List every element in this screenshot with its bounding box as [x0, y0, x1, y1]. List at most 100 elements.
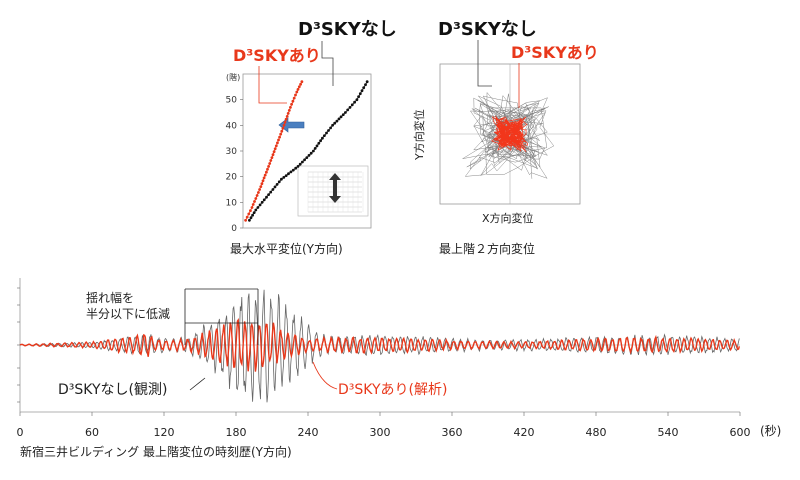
max-disp-point [260, 182, 264, 186]
max-displacement-chart: 0 10 20 30 40 50 (階) D³SKYなし D³SKYあり 最大水平変位(Y… [226, 19, 397, 256]
max-disp-point [333, 121, 337, 125]
max-disp-point [362, 86, 366, 90]
max-disp-point [255, 194, 259, 197]
max-disp-point [248, 218, 251, 222]
max-disp-point [267, 193, 270, 197]
max-disp-point [263, 173, 267, 177]
max-disp-point [303, 158, 306, 162]
max-disp-point [358, 92, 362, 96]
series-label-analysis: D³SKYあり(解析) [338, 382, 447, 398]
max-disp-point [331, 123, 334, 127]
max-disp-point [348, 106, 352, 109]
max-disp-point [266, 167, 269, 171]
max-disp-point [265, 195, 268, 199]
time-x-tick-label: 240 [298, 426, 319, 439]
max-disp-point [277, 138, 280, 142]
max-disp-point [341, 113, 345, 116]
max-disp-y-tick-label: 0 [231, 224, 237, 234]
max-disp-point [309, 151, 313, 155]
max-disp-point [274, 144, 278, 148]
orbit-leader-without [477, 40, 492, 87]
max-disp-legend-without: D³SKYなし [298, 19, 397, 40]
max-disp-point [323, 134, 326, 138]
max-disp-point [253, 200, 256, 203]
orbit-legend-with: D³SKYあり [511, 43, 599, 62]
max-disp-point [289, 106, 292, 109]
max-disp-point [317, 141, 321, 145]
max-disp-point [298, 162, 302, 166]
max-disp-point [291, 168, 295, 172]
max-disp-point [284, 174, 288, 178]
max-disp-point [287, 109, 291, 112]
max-disp-point [282, 176, 286, 179]
max-disp-y-tick-label: 20 [226, 173, 238, 183]
max-disp-point [355, 98, 359, 102]
time-history-chart: 0 60 120 180 240 300 360 420 480 540 600 揺れ幅を 半分以下… [17, 278, 781, 459]
max-disp-point [259, 185, 263, 189]
max-disp-point [269, 159, 273, 162]
max-disp-point [357, 95, 360, 99]
max-disp-point [296, 88, 300, 91]
max-disp-point [287, 172, 290, 176]
max-disp-point [365, 80, 369, 84]
max-disp-point [283, 120, 287, 124]
max-disp-point [262, 198, 266, 202]
max-disp-y-tick-label: 10 [226, 198, 238, 208]
max-disp-point [315, 144, 319, 148]
max-disp-point [257, 191, 260, 194]
max-disp-point [271, 153, 275, 157]
max-disp-leader-with [258, 66, 287, 104]
max-disp-point [294, 166, 298, 170]
analysis-leader [312, 361, 338, 390]
max-disp-point [262, 176, 266, 180]
orbit-y-label: Y方向変位 [412, 109, 426, 161]
max-disp-point [301, 160, 304, 164]
annotation-line1: 揺れ幅を [86, 290, 134, 305]
max-disp-point [329, 126, 332, 130]
orbit-series-with [490, 115, 528, 153]
max-disp-point [273, 185, 277, 189]
max-disp-point [364, 83, 367, 87]
time-x-tick-label: 60 [85, 426, 99, 439]
max-disp-point [249, 216, 253, 220]
max-disp-point [286, 112, 290, 115]
max-disp-point [265, 170, 268, 174]
time-x-tick-label: 540 [658, 426, 679, 439]
time-x-tick-label: 600 [730, 426, 751, 439]
max-disp-point [337, 117, 341, 121]
max-disp-point [251, 203, 255, 206]
max-disp-point [252, 211, 256, 215]
max-disp-point [271, 188, 275, 191]
max-disp-point [258, 203, 262, 207]
max-disp-point [312, 149, 315, 153]
max-disp-point [346, 108, 350, 112]
max-disp-point [297, 85, 301, 89]
max-disp-point [272, 150, 276, 154]
max-disp-point [307, 154, 311, 157]
max-disp-point [335, 119, 339, 123]
max-disp-point [268, 162, 272, 165]
max-disp-point [282, 123, 286, 127]
series-label-observed: D³SKYなし(観測) [58, 381, 167, 398]
max-disp-legend-with: D³SKYあり [233, 46, 321, 65]
max-disp-point [300, 80, 304, 84]
max-disp-point [292, 96, 296, 100]
max-disp-point [260, 200, 264, 204]
time-series-analysis [19, 318, 740, 372]
x-axis-unit: (秒) [760, 424, 781, 438]
max-disp-point [258, 188, 261, 191]
max-disp-y-tick-label: 50 [226, 96, 238, 106]
time-x-tick-label: 180 [226, 426, 247, 439]
max-disp-point [289, 170, 293, 174]
max-disp-point [267, 165, 270, 168]
max-disp-y-unit: (階) [226, 72, 240, 82]
max-disp-point [299, 82, 302, 86]
max-disp-point [275, 183, 279, 186]
max-disp-point [277, 180, 281, 184]
max-disp-y-tick-label: 30 [226, 147, 238, 157]
max-disp-point [278, 135, 281, 139]
max-disp-point [269, 190, 273, 194]
max-disp-point [294, 93, 297, 97]
max-disp-point [360, 89, 364, 93]
